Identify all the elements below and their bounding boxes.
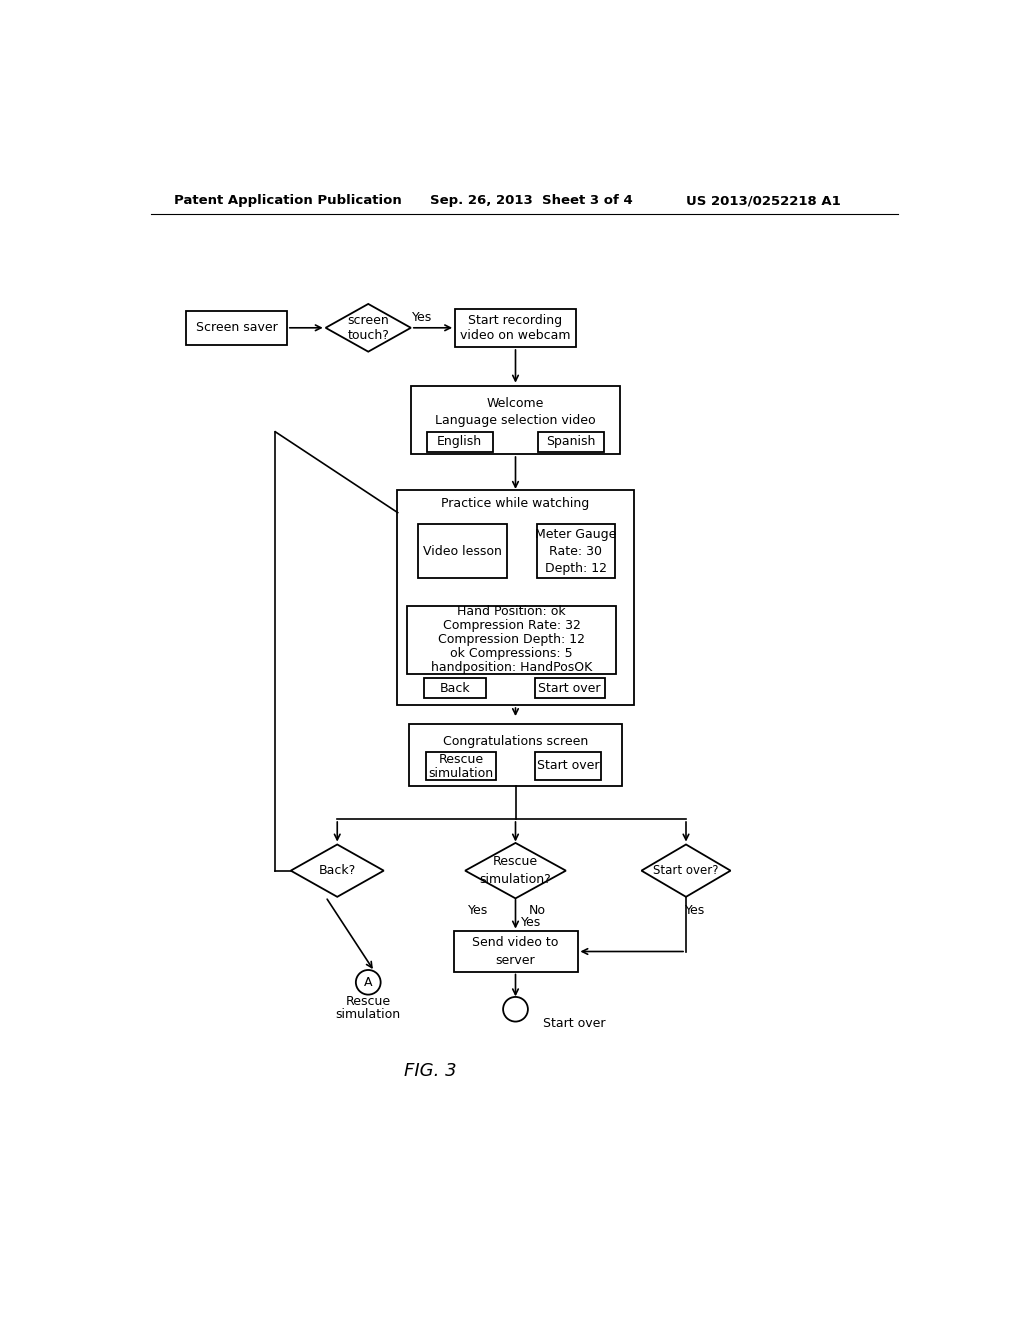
Text: Language selection video: Language selection video xyxy=(435,413,596,426)
Bar xyxy=(418,524,507,578)
Bar xyxy=(538,524,614,578)
Text: Back: Back xyxy=(439,681,470,694)
Bar xyxy=(456,309,575,347)
Text: server: server xyxy=(496,954,536,968)
Text: FIG. 3: FIG. 3 xyxy=(403,1061,457,1080)
Bar xyxy=(426,752,496,780)
Text: Meter Gauge: Meter Gauge xyxy=(536,528,616,541)
Text: Spanish: Spanish xyxy=(547,436,596,449)
Text: Congratulations screen: Congratulations screen xyxy=(442,735,588,748)
Text: Start over: Start over xyxy=(539,681,601,694)
Text: touch?: touch? xyxy=(347,329,389,342)
Text: video on webcam: video on webcam xyxy=(460,329,570,342)
Circle shape xyxy=(356,970,381,995)
Bar xyxy=(427,432,493,451)
Text: Screen saver: Screen saver xyxy=(196,321,278,334)
Text: Start over?: Start over? xyxy=(653,865,719,878)
Text: simulation?: simulation? xyxy=(479,874,551,887)
Text: ok Compressions: 5: ok Compressions: 5 xyxy=(451,647,573,660)
Text: Send video to: Send video to xyxy=(472,936,559,949)
Bar xyxy=(397,490,634,705)
Text: Yes: Yes xyxy=(521,916,541,929)
Text: US 2013/0252218 A1: US 2013/0252218 A1 xyxy=(686,194,841,207)
Bar xyxy=(539,432,604,451)
Text: simulation: simulation xyxy=(336,1008,400,1022)
Text: Rescue: Rescue xyxy=(493,855,538,869)
Text: English: English xyxy=(437,436,482,449)
Text: Yes: Yes xyxy=(685,904,706,917)
Polygon shape xyxy=(291,845,384,896)
Text: Patent Application Publication: Patent Application Publication xyxy=(174,194,402,207)
Bar xyxy=(535,678,604,698)
Text: A: A xyxy=(364,975,373,989)
Text: Rate: 30: Rate: 30 xyxy=(550,545,602,557)
Bar xyxy=(186,312,287,345)
Bar xyxy=(536,752,601,780)
Text: Video lesson: Video lesson xyxy=(423,545,502,557)
Text: Start over: Start over xyxy=(543,1016,605,1030)
Bar xyxy=(409,725,622,785)
Text: Start over: Start over xyxy=(537,759,599,772)
Text: Sep. 26, 2013  Sheet 3 of 4: Sep. 26, 2013 Sheet 3 of 4 xyxy=(430,194,633,207)
Bar xyxy=(407,606,616,673)
Circle shape xyxy=(503,997,528,1022)
Text: Rescue: Rescue xyxy=(346,995,391,1008)
Text: No: No xyxy=(528,904,546,917)
Text: Back?: Back? xyxy=(318,865,356,878)
Text: Compression Depth: 12: Compression Depth: 12 xyxy=(438,634,585,647)
Polygon shape xyxy=(465,843,566,899)
Text: Practice while watching: Practice while watching xyxy=(441,496,590,510)
Text: Depth: 12: Depth: 12 xyxy=(545,561,607,574)
Text: Start recording: Start recording xyxy=(468,314,562,326)
Bar xyxy=(411,387,621,454)
Text: simulation: simulation xyxy=(429,767,494,780)
Text: Hand Position: ok: Hand Position: ok xyxy=(458,606,566,619)
Polygon shape xyxy=(326,304,411,351)
Polygon shape xyxy=(641,845,730,896)
Text: Welcome: Welcome xyxy=(486,397,544,409)
Text: Yes: Yes xyxy=(413,312,432,325)
Bar xyxy=(424,678,486,698)
Text: handposition: HandPosOK: handposition: HandPosOK xyxy=(431,661,592,675)
Text: Compression Rate: 32: Compression Rate: 32 xyxy=(442,619,581,632)
Text: Yes: Yes xyxy=(468,904,488,917)
Text: screen: screen xyxy=(347,314,389,326)
Bar xyxy=(454,932,578,972)
Text: Rescue: Rescue xyxy=(438,754,483,767)
